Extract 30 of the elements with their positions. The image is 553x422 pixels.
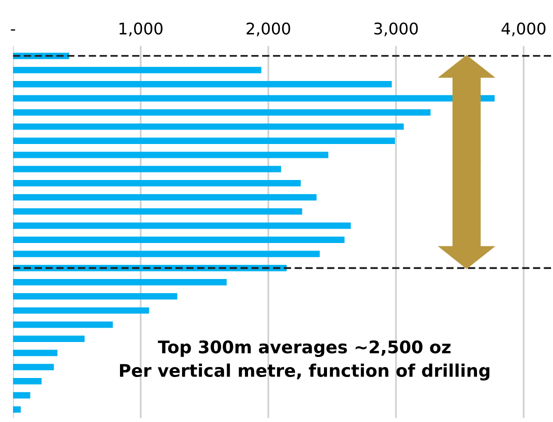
x-tick-label: 2,000 [246, 22, 290, 36]
bar [13, 321, 113, 328]
annotation: Top 300m averages ~2,500 oz Per vertical metre, function of drilling [120, 340, 490, 381]
bar [13, 138, 395, 144]
bar [13, 350, 58, 356]
x-tick-label: - [10, 29, 16, 31]
bar [13, 307, 150, 314]
bar [13, 364, 54, 370]
bar [13, 66, 262, 74]
bar [13, 95, 495, 102]
x-tick-label: 4,000 [502, 22, 546, 36]
bar [13, 236, 345, 243]
bar [13, 406, 21, 413]
bar [13, 152, 328, 158]
bar [13, 336, 85, 342]
bar [13, 279, 227, 286]
bar [13, 208, 302, 215]
bar [13, 123, 404, 130]
bar [13, 81, 392, 88]
x-tick-label: 1,000 [120, 22, 162, 36]
bar [13, 250, 320, 258]
bar [13, 392, 30, 399]
x-tick-label: 3,000 [374, 22, 418, 36]
bar [13, 222, 351, 229]
bar [13, 166, 282, 172]
bar [13, 293, 178, 300]
bar [13, 194, 317, 201]
bar [13, 180, 301, 186]
bar [13, 378, 42, 384]
bar [13, 109, 431, 116]
